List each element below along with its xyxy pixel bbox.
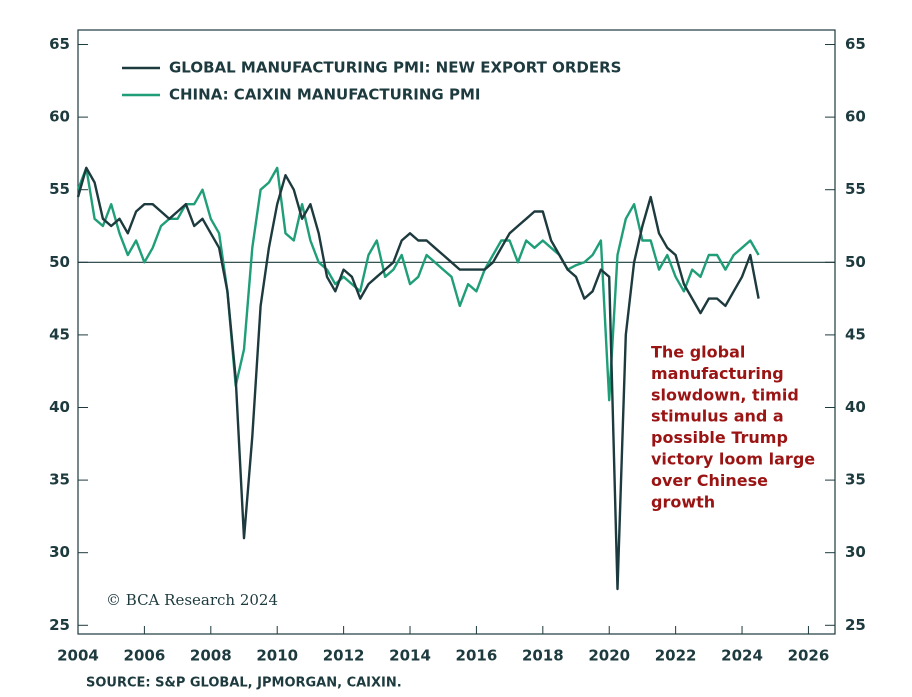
x-tick-label: 2014 [389,647,431,665]
y-tick-label: 60 [49,108,70,126]
annotation: slowdown, timid [651,385,799,404]
y2-tick-label: 55 [845,180,866,198]
series-line [76,166,760,402]
y-tick-label: 55 [49,180,70,198]
y-tick-label: 50 [49,253,70,271]
y-tick-label: 25 [49,616,70,634]
annotation: possible Trump [651,428,788,447]
x-tick-label: 2008 [190,647,232,665]
y-tick-label: 65 [49,35,70,53]
annotation: manufacturing [651,364,784,383]
y2-tick-label: 60 [845,108,866,126]
x-tick-label: 2026 [788,647,830,665]
y-tick-label: 40 [49,398,70,416]
credit: © BCA Research 2024 [106,591,278,609]
x-tick-label: 2018 [522,647,564,665]
source: SOURCE: S&P GLOBAL, JPMORGAN, CAIXIN. [86,676,402,691]
annotation: The global [651,343,745,362]
annotation: victory loom large [651,450,815,469]
y2-tick-label: 40 [845,398,866,416]
annotation: over Chinese [651,471,768,490]
y2-tick-label: 45 [845,325,866,343]
y2-tick-label: 50 [845,253,866,271]
y2-tick-label: 35 [845,471,866,489]
legend-label: GLOBAL MANUFACTURING PMI: NEW EXPORT ORD… [169,59,621,77]
x-tick-label: 2022 [655,647,697,665]
x-tick-label: 2024 [721,647,763,665]
x-tick-label: 2010 [256,647,298,665]
y-tick-label: 45 [49,325,70,343]
plot-frame [77,29,836,635]
annotation: growth [651,492,715,511]
y-tick-label: 30 [49,543,70,561]
x-tick-label: 2020 [588,647,630,665]
annotation: stimulus and a [651,407,784,426]
y2-tick-label: 65 [845,35,866,53]
x-tick-label: 2006 [124,647,166,665]
y-tick-label: 35 [49,471,70,489]
x-tick-label: 2004 [57,647,99,665]
legend-label: CHINA: CAIXIN MANUFACTURING PMI [169,86,480,104]
y2-tick-label: 30 [845,543,866,561]
y2-tick-label: 25 [845,616,866,634]
x-tick-label: 2016 [456,647,498,665]
series-line [76,166,760,591]
x-tick-label: 2012 [323,647,365,665]
